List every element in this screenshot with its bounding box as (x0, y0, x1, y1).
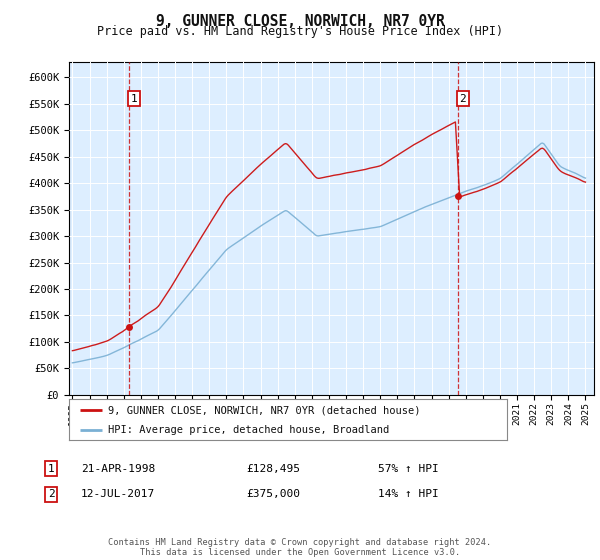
Text: Contains HM Land Registry data © Crown copyright and database right 2024.
This d: Contains HM Land Registry data © Crown c… (109, 538, 491, 557)
Text: 14% ↑ HPI: 14% ↑ HPI (378, 489, 439, 500)
Text: 9, GUNNER CLOSE, NORWICH, NR7 0YR: 9, GUNNER CLOSE, NORWICH, NR7 0YR (155, 14, 445, 29)
Text: 12-JUL-2017: 12-JUL-2017 (81, 489, 155, 500)
Text: 9, GUNNER CLOSE, NORWICH, NR7 0YR (detached house): 9, GUNNER CLOSE, NORWICH, NR7 0YR (detac… (109, 405, 421, 415)
Text: 1: 1 (47, 464, 55, 474)
Text: £375,000: £375,000 (246, 489, 300, 500)
Text: 2: 2 (47, 489, 55, 500)
Text: Price paid vs. HM Land Registry's House Price Index (HPI): Price paid vs. HM Land Registry's House … (97, 25, 503, 38)
Text: 2: 2 (460, 94, 466, 104)
Text: £128,495: £128,495 (246, 464, 300, 474)
Text: 57% ↑ HPI: 57% ↑ HPI (378, 464, 439, 474)
Text: HPI: Average price, detached house, Broadland: HPI: Average price, detached house, Broa… (109, 424, 389, 435)
Text: 21-APR-1998: 21-APR-1998 (81, 464, 155, 474)
Text: 1: 1 (131, 94, 137, 104)
